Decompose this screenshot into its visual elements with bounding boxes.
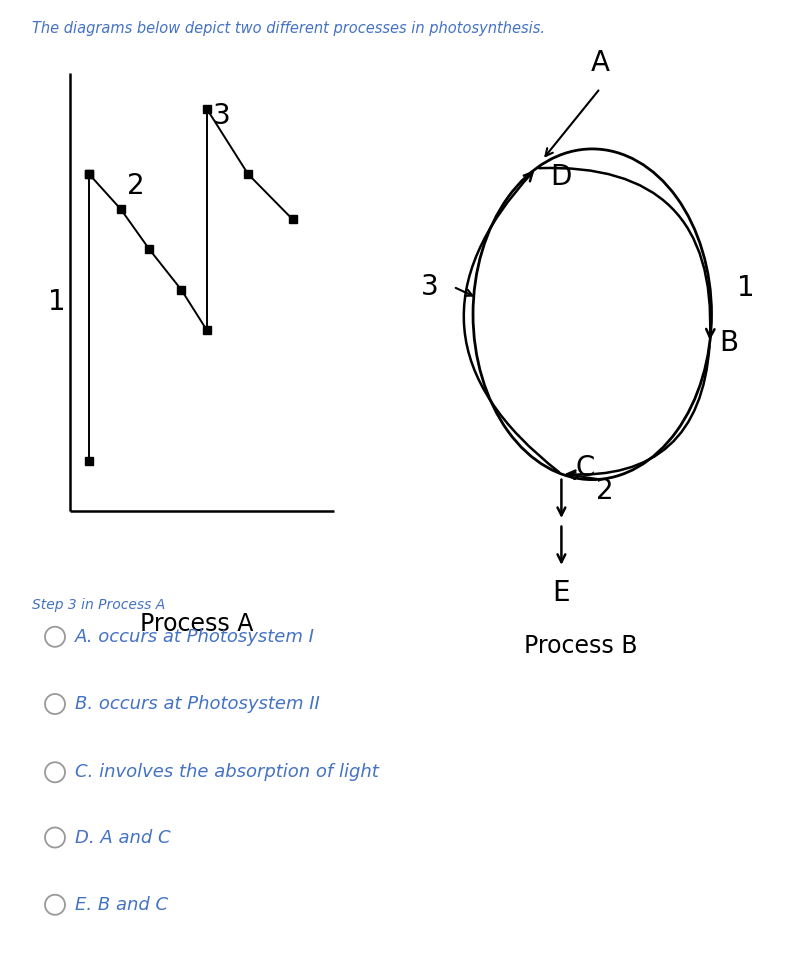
Text: Process B: Process B (524, 634, 637, 658)
Text: Process A: Process A (141, 611, 254, 635)
Text: D: D (550, 162, 572, 190)
Text: 3: 3 (421, 273, 438, 301)
Text: Step 3 in Process A: Step 3 in Process A (32, 598, 165, 612)
Text: 2: 2 (127, 172, 145, 200)
Text: C: C (576, 454, 595, 483)
Text: B: B (719, 329, 739, 357)
Text: C. involves the absorption of light: C. involves the absorption of light (75, 763, 378, 781)
Text: The diagrams below depict two different processes in photosynthesis.: The diagrams below depict two different … (32, 21, 545, 37)
Text: D. A and C: D. A and C (75, 829, 171, 846)
Text: 2: 2 (596, 477, 614, 505)
Text: B. occurs at Photosystem II: B. occurs at Photosystem II (75, 695, 320, 713)
Text: 1: 1 (737, 274, 754, 302)
Text: 1: 1 (48, 288, 65, 316)
Text: E. B and C: E. B and C (75, 895, 168, 914)
Text: A. occurs at Photosystem I: A. occurs at Photosystem I (75, 628, 315, 646)
Text: 3: 3 (213, 102, 231, 130)
Text: A: A (591, 49, 610, 77)
Text: E: E (553, 578, 570, 606)
